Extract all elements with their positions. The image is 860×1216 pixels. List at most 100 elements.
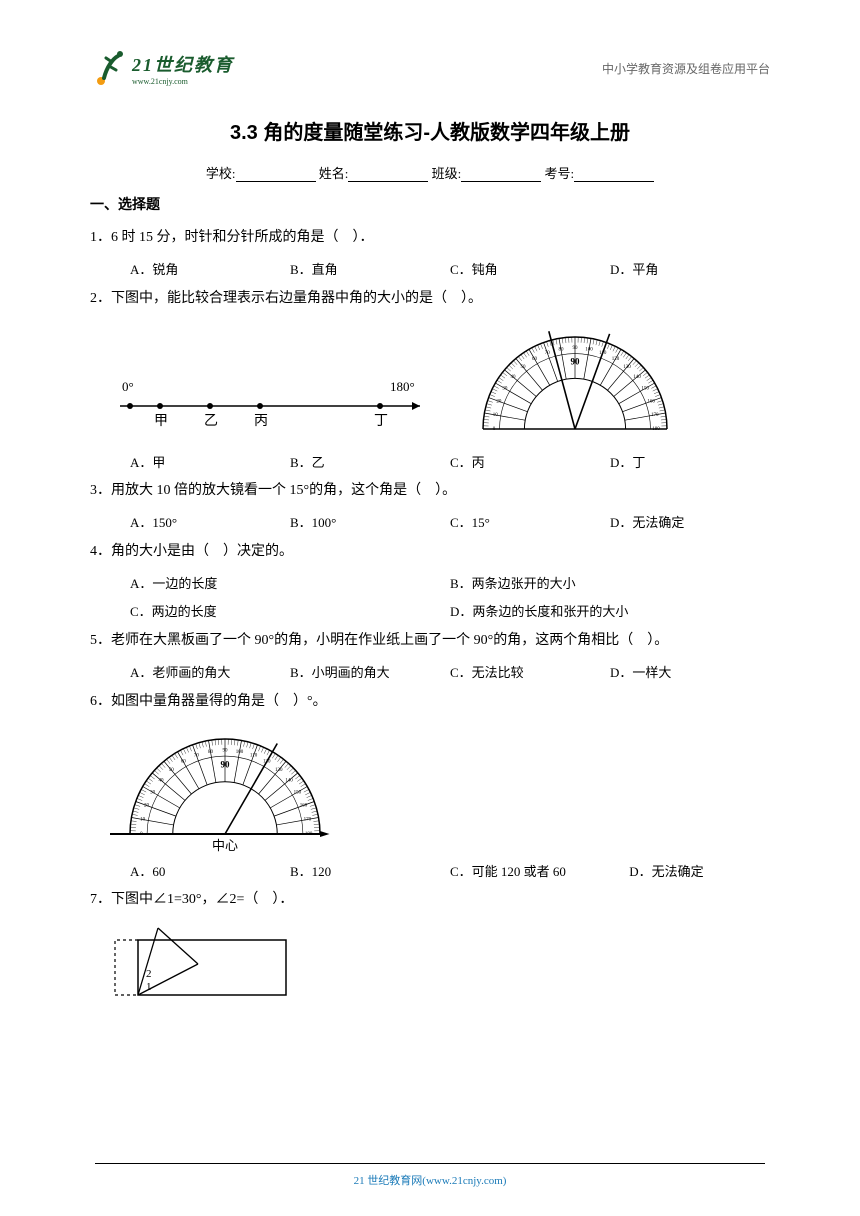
svg-text:130: 130 xyxy=(275,768,283,773)
q1-opt-d[interactable]: D．平角 xyxy=(610,256,770,285)
logo-icon xyxy=(90,50,126,86)
q6-opt-b[interactable]: B．120 xyxy=(290,858,450,887)
svg-text:140: 140 xyxy=(633,375,641,380)
class-blank[interactable] xyxy=(461,181,541,182)
logo: 21世纪教育 www.21cnjy.com xyxy=(90,50,234,86)
q1-opt-b[interactable]: B．直角 xyxy=(290,256,450,285)
svg-text:100: 100 xyxy=(236,749,244,754)
logo-main-text: 21世纪教育 xyxy=(132,55,234,75)
q5-opt-c[interactable]: C．无法比较 xyxy=(450,659,610,688)
q3-opt-a[interactable]: A．150° xyxy=(130,509,290,538)
q5-opt-d[interactable]: D．一样大 xyxy=(610,659,770,688)
svg-text:60: 60 xyxy=(181,759,187,764)
svg-text:丁: 丁 xyxy=(374,414,388,429)
q5-options: A．老师画的角大 B．小明画的角大 C．无法比较 D．一样大 xyxy=(90,659,770,688)
q4-opt-c[interactable]: C．两边的长度 xyxy=(130,598,450,627)
question-4: 4．角的大小是由（ ）决定的。 xyxy=(90,538,770,566)
svg-text:20: 20 xyxy=(144,803,150,808)
id-label: 考号: xyxy=(545,166,575,181)
q6-options: A．60 B．120 C．可能 120 或者 60 D．无法确定 xyxy=(90,858,770,887)
svg-text:70: 70 xyxy=(194,753,200,758)
q2-opt-b[interactable]: B．乙 xyxy=(290,449,450,478)
q4-options: A．一边的长度 B．两条边张开的大小 C．两边的长度 D．两条边的长度和张开的大… xyxy=(90,570,770,627)
svg-text:50: 50 xyxy=(520,365,526,370)
svg-text:2: 2 xyxy=(146,968,152,980)
q5-opt-b[interactable]: B．小明画的角大 xyxy=(290,659,450,688)
svg-text:90: 90 xyxy=(223,748,229,753)
svg-text:90: 90 xyxy=(573,346,579,351)
svg-text:10: 10 xyxy=(493,413,499,418)
name-label: 姓名: xyxy=(319,166,349,181)
q2-opt-a[interactable]: A．甲 xyxy=(130,449,290,478)
svg-text:110: 110 xyxy=(250,753,258,758)
question-3: 3．用放大 10 倍的放大镜看一个 15°的角，这个角是（ ）。 xyxy=(90,477,770,505)
logo-text: 21世纪教育 www.21cnjy.com xyxy=(132,51,234,86)
q5-opt-a[interactable]: A．老师画的角大 xyxy=(130,659,290,688)
svg-text:60: 60 xyxy=(532,357,538,362)
form-line: 学校: 姓名: 班级: 考号: xyxy=(90,163,770,182)
page-title: 3.3 角的度量随堂练习-人教版数学四年级上册 xyxy=(90,116,770,145)
svg-text:180: 180 xyxy=(652,427,660,432)
q2-figures: 0° 180° 甲 乙 丙 丁 010203040506070809010011… xyxy=(110,321,770,441)
svg-text:120: 120 xyxy=(612,357,620,362)
id-blank[interactable] xyxy=(574,181,654,182)
svg-text:40: 40 xyxy=(510,375,515,380)
svg-text:180°: 180° xyxy=(390,379,415,394)
q6-opt-a[interactable]: A．60 xyxy=(130,858,290,887)
q4-opt-a[interactable]: A．一边的长度 xyxy=(130,570,450,599)
svg-text:乙: 乙 xyxy=(204,413,218,429)
svg-text:160: 160 xyxy=(300,803,308,808)
q4-opt-b[interactable]: B．两条边张开的大小 xyxy=(450,570,770,599)
svg-text:1: 1 xyxy=(146,981,152,993)
svg-text:160: 160 xyxy=(647,399,655,404)
logo-sub-text: www.21cnjy.com xyxy=(132,77,234,86)
q3-opt-b[interactable]: B．100° xyxy=(290,509,450,538)
svg-text:甲: 甲 xyxy=(154,414,168,429)
protractor-figure-q2: 0102030405060708090100110120130140150160… xyxy=(470,321,680,441)
page-footer: 21 世纪教育网(www.21cnjy.com) xyxy=(0,1163,860,1188)
school-blank[interactable] xyxy=(236,181,316,182)
name-blank[interactable] xyxy=(348,181,428,182)
svg-text:100: 100 xyxy=(585,347,593,352)
q2-opt-c[interactable]: C．丙 xyxy=(450,449,610,478)
footer-divider xyxy=(95,1163,765,1164)
protractor-figure-q6: 0102030405060708090100110120130140150160… xyxy=(110,722,340,852)
svg-text:150: 150 xyxy=(641,386,649,391)
q4-opt-d[interactable]: D．两条边的长度和张开的大小 xyxy=(450,598,770,627)
q7-figure: 2 1 xyxy=(110,920,290,1010)
q6-opt-c[interactable]: C．可能 120 或者 60 xyxy=(450,858,629,887)
q3-options: A．150° B．100° C．15° D．无法确定 xyxy=(90,509,770,538)
footer-text: 21 世纪教育网(www.21cnjy.com) xyxy=(354,1175,507,1187)
q6-opt-d[interactable]: D．无法确定 xyxy=(629,858,770,887)
question-6: 6．如图中量角器量得的角是（ ）°。 xyxy=(90,688,770,716)
svg-text:20: 20 xyxy=(496,399,502,404)
svg-text:140: 140 xyxy=(285,778,293,783)
svg-text:50: 50 xyxy=(169,768,175,773)
svg-text:90: 90 xyxy=(221,759,231,769)
svg-text:30: 30 xyxy=(502,386,508,391)
q1-options: A．锐角 B．直角 C．钝角 D．平角 xyxy=(90,256,770,285)
question-5: 5．老师在大黑板画了一个 90°的角，小明在作业纸上画了一个 90°的角，这两个… xyxy=(90,627,770,655)
header-right-text: 中小学教育资源及组卷应用平台 xyxy=(602,60,770,77)
svg-text:30: 30 xyxy=(150,790,156,795)
q3-opt-c[interactable]: C．15° xyxy=(450,509,610,538)
q1-opt-a[interactable]: A．锐角 xyxy=(130,256,290,285)
svg-text:90: 90 xyxy=(571,356,581,366)
svg-text:170: 170 xyxy=(304,817,312,822)
svg-text:70: 70 xyxy=(545,351,551,356)
q2-opt-d[interactable]: D．丁 xyxy=(610,449,770,478)
svg-text:130: 130 xyxy=(623,365,631,370)
school-label: 学校: xyxy=(206,166,236,181)
svg-text:80: 80 xyxy=(558,347,564,352)
page-header: 21世纪教育 www.21cnjy.com 中小学教育资源及组卷应用平台 xyxy=(90,50,770,86)
question-1: 1．6 时 15 分，时针和分针所成的角是（ ）． xyxy=(90,224,770,252)
class-label: 班级: xyxy=(432,166,462,181)
q1-opt-c[interactable]: C．钝角 xyxy=(450,256,610,285)
section-1-header: 一、选择题 xyxy=(90,194,770,214)
svg-text:80: 80 xyxy=(208,749,214,754)
q3-opt-d[interactable]: D．无法确定 xyxy=(610,509,770,538)
svg-text:0°: 0° xyxy=(122,379,134,394)
number-line-figure: 0° 180° 甲 乙 丙 丁 xyxy=(110,371,430,441)
svg-text:170: 170 xyxy=(651,413,659,418)
svg-text:40: 40 xyxy=(158,778,164,783)
